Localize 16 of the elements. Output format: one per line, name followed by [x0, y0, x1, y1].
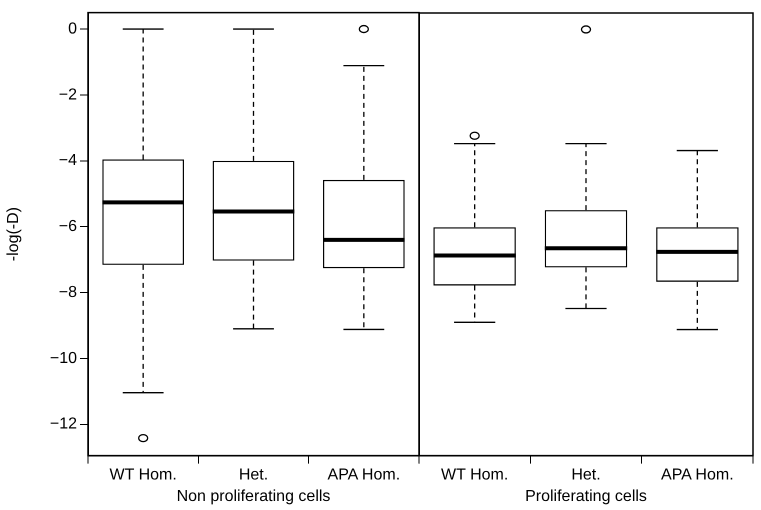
- x-tick-label: APA Hom.: [661, 466, 734, 484]
- x-axis-title: Proliferating cells: [525, 488, 647, 505]
- y-axis-title: -log(-D): [5, 206, 22, 262]
- y-tick-label: −4: [58, 152, 78, 170]
- x-tick-label: Het.: [238, 466, 268, 484]
- x-tick-label: APA Hom.: [328, 466, 400, 484]
- y-tick-label: −12: [50, 416, 78, 433]
- y-tick-label: −2: [58, 86, 78, 104]
- y-tick-label: −8: [58, 284, 78, 301]
- x-tick-label: WT Hom.: [110, 466, 177, 484]
- x-axis-title: Non proliferating cells: [176, 488, 330, 505]
- x-tick-label: Het.: [571, 466, 601, 484]
- y-tick-label: 0: [68, 20, 78, 38]
- y-tick-label: −10: [50, 350, 78, 367]
- y-tick-label: −6: [58, 218, 78, 236]
- x-tick-label: WT Hom.: [441, 466, 508, 484]
